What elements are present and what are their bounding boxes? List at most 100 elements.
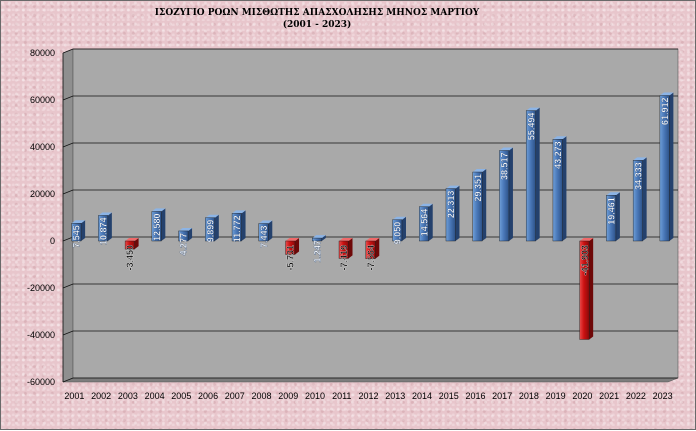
bar-top (365, 238, 380, 241)
bar-front (312, 237, 322, 242)
bar-side (669, 92, 674, 241)
x-tick-label: 2021 (599, 391, 619, 401)
chart-subtitle: (2001 - 2023) (283, 19, 352, 30)
x-tick-label: 2008 (252, 391, 272, 401)
bar-value-label: 9.899 (205, 220, 215, 243)
bar-value-label: -7.564 (366, 245, 376, 271)
bar-value-label: -7.419 (339, 245, 349, 271)
bar-side (375, 238, 380, 259)
bar-front (338, 240, 349, 259)
x-tick-label: 2015 (439, 391, 459, 401)
chart-title: ΙΣΟΖΥΓΙΟ ΡΟΩΝ ΜΙΣΘΩΤΗΣ ΑΠΑΣΧΟΛΗΣΗΣ ΜΗΝΟΣ… (155, 8, 480, 18)
bar-value-label: 7.443 (259, 226, 269, 249)
bar-side (107, 212, 112, 241)
bar-value-label: -3.450 (125, 245, 135, 271)
bar: 55.494 (525, 107, 540, 242)
bar: 29.351 (472, 169, 487, 242)
bar: -41.903 (579, 238, 594, 340)
bar-top (178, 227, 193, 231)
bar-side (321, 235, 326, 241)
y-tick-label: 60000 (30, 95, 55, 105)
gridline (62, 95, 678, 101)
bar-front (258, 223, 269, 242)
bar-value-label: -5.731 (286, 245, 296, 271)
bar-front (71, 223, 82, 242)
y-tick-label: 40000 (30, 142, 55, 152)
bar-top (232, 210, 246, 214)
x-tick-label: 2022 (626, 391, 646, 401)
bar: 34.333 (632, 157, 647, 242)
y-tick-label: -20000 (27, 283, 55, 293)
bar-front (472, 171, 483, 242)
bar-side (188, 227, 193, 241)
bar-front (606, 195, 617, 242)
bar-side (428, 203, 433, 241)
bar-front (98, 215, 109, 242)
gridline (62, 48, 678, 54)
bar-front (178, 230, 189, 242)
bar: 19.461 (606, 192, 620, 242)
bar-side (401, 216, 406, 241)
bar: -3.450 (124, 238, 139, 271)
bar: 9.050 (392, 216, 406, 244)
bar-value-label: 10.874 (98, 217, 108, 245)
bar-side (642, 157, 647, 241)
bar-value-label: 4.277 (179, 233, 189, 256)
bar-top (633, 157, 647, 161)
bar-top (579, 238, 594, 241)
bar-front (659, 95, 670, 242)
plot-background (72, 48, 679, 379)
y-tick-label: -60000 (27, 377, 55, 387)
bar-top (98, 212, 112, 216)
y-tick-label: -40000 (27, 330, 55, 340)
bar-front (365, 240, 376, 259)
bar-side (134, 238, 139, 250)
bar: 43.273 (552, 136, 567, 242)
bar-top (526, 107, 540, 111)
axis-layer: 80000 60000 40000 20000 0 -20000 -40000 -60000 2… (27, 48, 673, 401)
bar: 7.443 (258, 220, 273, 249)
bar: 12.580 (151, 208, 166, 242)
x-tick-label: 2023 (653, 391, 673, 401)
bar-top (258, 220, 273, 224)
bar-top (339, 238, 353, 241)
bar-side (535, 107, 540, 241)
y-tick-label: 20000 (30, 189, 55, 199)
bar-top (659, 92, 674, 96)
bar: 11.772 (231, 210, 246, 242)
bar-front (552, 139, 563, 242)
x-tick-label: 2007 (225, 391, 245, 401)
bar-side (214, 214, 219, 241)
x-tick-label: 2018 (519, 391, 539, 401)
bar-top (606, 192, 620, 196)
bars-layer: 7.545 10.874 -3.450 12.580 4.277 9.899 11.772 7… (71, 92, 674, 340)
gridline (62, 377, 678, 383)
bar-side (482, 169, 487, 241)
x-tick-label: 2005 (171, 391, 191, 401)
bar-side (241, 210, 246, 241)
bar-top (392, 216, 406, 220)
bar-side (81, 220, 86, 241)
bar-top (445, 185, 460, 189)
x-tick-label: 2010 (305, 391, 325, 401)
bar-front (632, 160, 643, 242)
x-tick-label: 2014 (412, 391, 432, 401)
bar-front (151, 211, 162, 242)
bar-side (268, 220, 273, 241)
bar-side (455, 185, 460, 241)
plot-side-wall (62, 48, 74, 383)
y-tick-label: 0 (50, 236, 55, 246)
bar: 4.277 (178, 227, 193, 256)
bar-value-label: 1.247 (312, 240, 322, 263)
bar-value-label: -41.903 (580, 245, 590, 276)
bar-top (472, 169, 487, 173)
x-tick-label: 2011 (332, 391, 351, 401)
bar-side (295, 238, 300, 255)
x-tick-label: 2001 (64, 391, 84, 401)
bar-value-label: 7.545 (72, 225, 82, 248)
bar-front (579, 240, 590, 340)
bar: 10.874 (98, 212, 112, 245)
bar-top (71, 220, 86, 224)
bar-front (205, 217, 216, 242)
